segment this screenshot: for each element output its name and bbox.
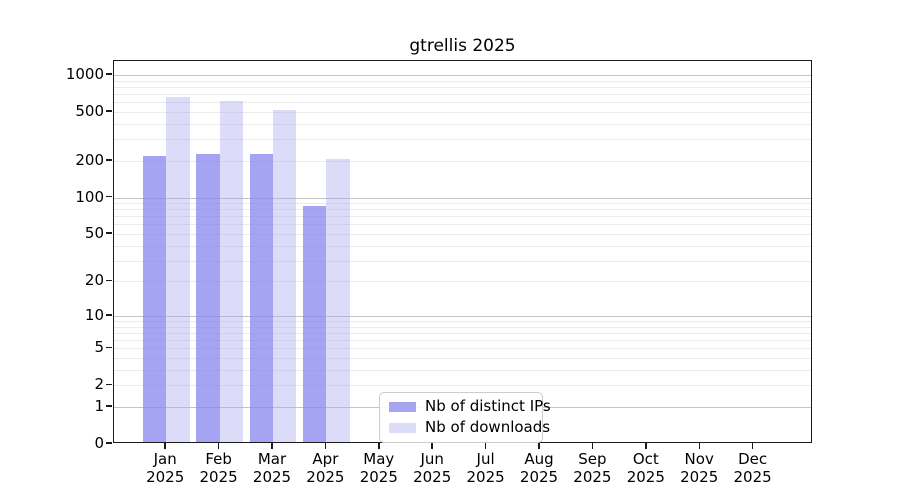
bar-downloads-feb	[219, 100, 243, 442]
x-tick-label-mar: Mar 2025	[252, 450, 292, 486]
gridline-minor	[114, 102, 811, 104]
gridline-minor	[114, 216, 811, 218]
legend-swatch-distinct-ips	[389, 401, 416, 412]
bar-downloads-mar	[273, 110, 297, 442]
gridline-minor	[114, 224, 811, 226]
x-tick	[378, 443, 380, 449]
x-tick	[217, 443, 220, 449]
x-tick	[751, 443, 754, 449]
gridline-minor	[114, 385, 811, 387]
gridline-minor	[114, 160, 811, 162]
gridline-minor	[114, 358, 811, 359]
gridline-minor	[114, 326, 811, 328]
y-tick-label: 20	[84, 271, 104, 290]
x-tick-label-oct: Oct 2025	[626, 450, 665, 486]
y-tick-label: 5	[94, 338, 104, 357]
gridline-minor	[114, 112, 811, 113]
gridline-minor	[114, 260, 811, 262]
y-tick	[106, 383, 112, 386]
gridline-minor	[114, 321, 811, 322]
y-tick-label: 100	[75, 187, 104, 206]
gridline-minor	[114, 281, 811, 283]
x-tick	[164, 443, 166, 449]
gridline-minor	[114, 139, 811, 141]
x-tick-label-nov: Nov 2025	[680, 450, 719, 486]
y-tick	[106, 314, 112, 316]
bar-downloads-jan	[166, 97, 190, 442]
y-tick	[106, 346, 112, 349]
y-tick	[106, 73, 112, 75]
x-tick	[645, 443, 647, 449]
x-tick-label-jun: Jun 2025	[413, 450, 452, 486]
gridline-minor	[114, 94, 811, 95]
y-tick-label: 200	[75, 150, 104, 169]
x-tick	[484, 443, 487, 449]
gridline-minor	[114, 123, 811, 125]
gridline-minor	[114, 245, 811, 247]
chart-title: gtrellis 2025	[409, 36, 516, 56]
gridline-minor	[114, 80, 811, 82]
x-tick	[271, 443, 273, 449]
y-tick-label: 1	[94, 397, 104, 415]
y-tick	[106, 442, 112, 444]
y-tick	[106, 405, 112, 407]
gridline-minor	[114, 332, 811, 334]
x-tick	[431, 443, 433, 449]
legend-label-distinct-ips: Nb of distinct IPs	[425, 397, 551, 415]
legend-swatch-downloads	[389, 422, 416, 433]
x-tick-label-feb: Feb 2025	[199, 450, 238, 486]
y-tick-label: 1000	[65, 65, 104, 83]
y-tick-label: 10	[84, 305, 104, 324]
y-tick	[106, 195, 112, 198]
y-tick	[106, 159, 112, 161]
bar-downloads-apr	[326, 158, 350, 442]
y-tick	[106, 110, 112, 112]
gridline-major	[114, 75, 811, 76]
y-tick-label: 2	[94, 375, 104, 394]
bar-distinct-ips-apr	[303, 206, 327, 442]
y-tick	[106, 232, 112, 234]
x-tick	[698, 443, 700, 449]
gridline-minor	[114, 86, 811, 88]
gridline-minor	[114, 340, 811, 342]
y-tick	[106, 279, 112, 282]
x-tick-label-aug: Aug 2025	[519, 450, 559, 486]
y-tick-label: 500	[75, 102, 104, 120]
bar-distinct-ips-jan	[142, 156, 167, 442]
x-tick-label-dec: Dec 2025	[733, 450, 772, 486]
x-tick	[591, 443, 594, 449]
legend-item-distinct-ips: Nb of distinct IPs	[389, 398, 551, 415]
bar-distinct-ips-mar	[249, 154, 273, 442]
gridline-minor	[114, 370, 811, 371]
x-tick-label-sep: Sep 2025	[573, 450, 612, 486]
gridline-minor	[114, 234, 811, 235]
gridline-minor	[114, 203, 811, 205]
legend-label-downloads: Nb of downloads	[425, 418, 551, 436]
x-tick-label-jan: Jan 2025	[146, 450, 185, 486]
x-tick	[538, 443, 540, 449]
legend: Nb of distinct IPs Nb of downloads	[379, 392, 551, 443]
plot-area	[113, 60, 812, 443]
gridline-major	[114, 197, 811, 199]
gridline-minor	[114, 209, 811, 211]
x-tick-label-jul: Jul 2025	[466, 450, 505, 486]
x-tick	[324, 443, 327, 449]
gridline-minor	[114, 348, 811, 350]
x-tick-label-apr: Apr 2025	[306, 450, 345, 486]
x-tick-label-may: May 2025	[359, 450, 398, 486]
y-tick-label: 50	[84, 224, 104, 242]
gridline-major	[114, 315, 811, 317]
legend-item-downloads: Nb of downloads	[389, 419, 550, 436]
y-tick-label: 0	[94, 434, 104, 452]
bar-distinct-ips-feb	[196, 154, 220, 442]
